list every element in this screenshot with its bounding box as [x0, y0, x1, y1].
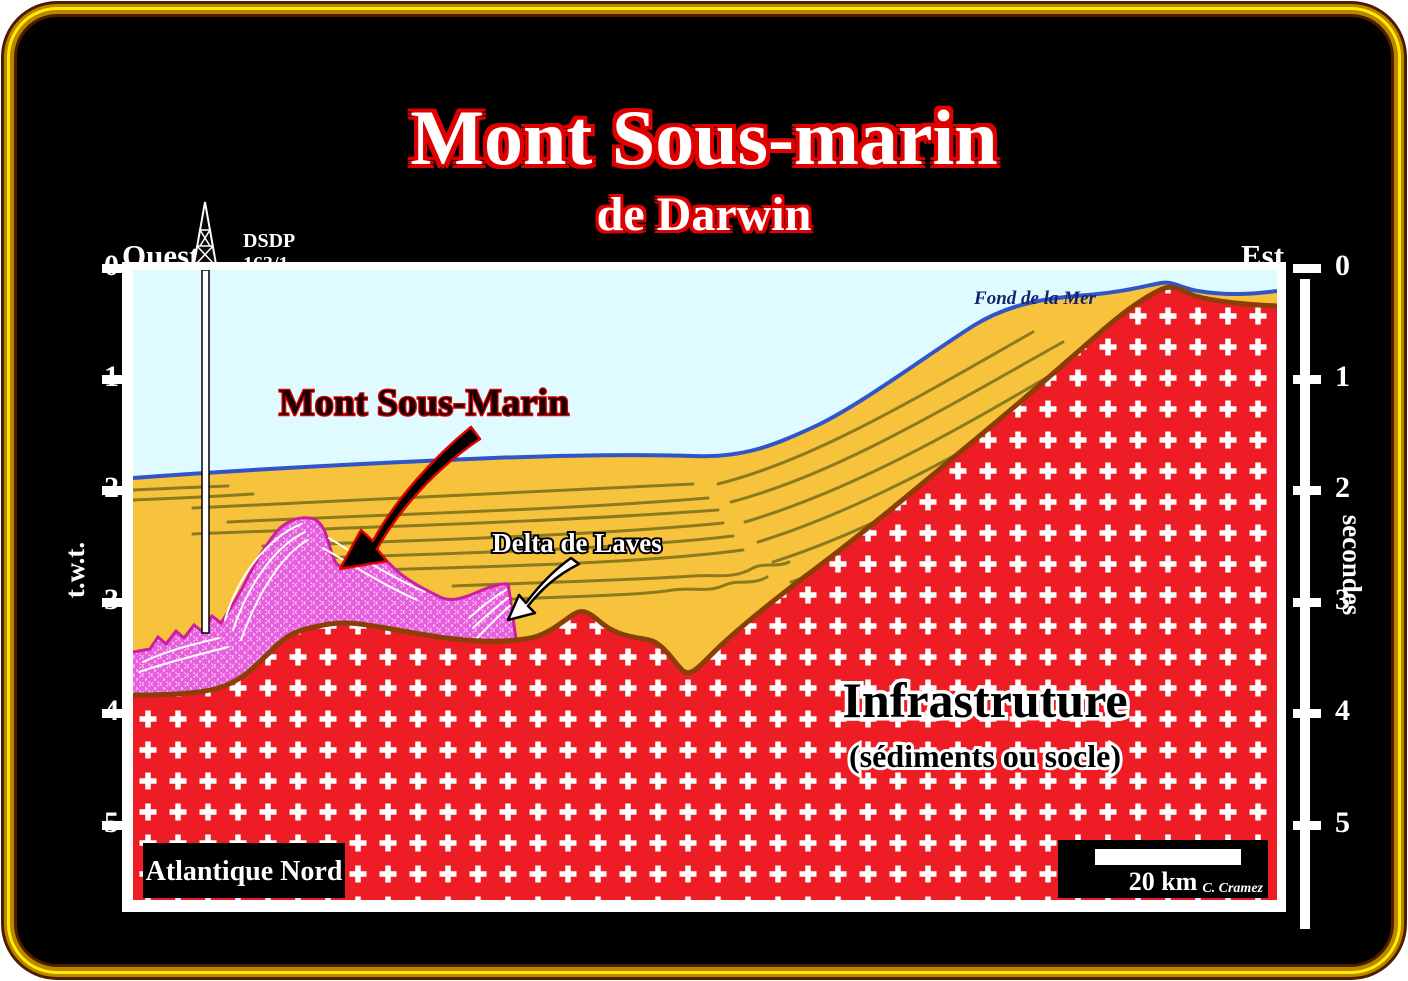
location-box [143, 843, 345, 898]
right-tick-2 [1293, 486, 1321, 495]
left-tick-0 [102, 264, 122, 273]
left-tick-3 [102, 598, 122, 607]
left-tick-label-5: 5 [104, 806, 119, 839]
right-tick-1 [1293, 375, 1321, 384]
drill-derrick-icon [192, 201, 218, 265]
black-board-with-gold-frame: Mont Sous-marin de Darwin Ouest Est DSDP… [17, 17, 1391, 964]
figure-subtitle: de Darwin [596, 188, 812, 241]
right-tick-label-5: 5 [1335, 806, 1350, 839]
seafloor-label: Fond de la Mer [973, 288, 1097, 309]
right-tick-4 [1293, 709, 1321, 718]
left-tick-label-0: 0 [104, 249, 119, 282]
left-axis-title: t.w.t. [59, 541, 90, 599]
left-tick-5 [102, 821, 122, 830]
section-panel: Mont Sous-Marin Delta de Laves Fond de l… [122, 262, 1286, 912]
figure-title: Mont Sous-marin [410, 94, 998, 181]
left-tick-label-2: 2 [104, 471, 119, 504]
scale-label: 20 km [1129, 867, 1198, 896]
right-tick-label-1: 1 [1335, 360, 1350, 393]
right-tick-label-2: 2 [1335, 471, 1350, 504]
right-tick-label-3: 3 [1335, 583, 1350, 616]
credit-label: C. Cramez [1202, 881, 1263, 896]
infrastructure-sublabel: (sédiments ou socle) [849, 738, 1121, 774]
right-tick-0 [1293, 264, 1321, 273]
left-tick-label-3: 3 [104, 583, 119, 616]
right-axis-title: secondes [1337, 514, 1368, 616]
cross-section: Mont Sous-Marin Delta de Laves Fond de l… [133, 270, 1277, 900]
left-tick-1 [102, 375, 122, 384]
seafloor-line [133, 280, 1277, 480]
lava-delta-label: Delta de Laves [492, 528, 661, 558]
left-tick-2 [102, 486, 122, 495]
well-pipe [201, 270, 210, 634]
left-tick-label-1: 1 [104, 360, 119, 393]
infrastructure-label: Infrastruture [842, 672, 1127, 728]
right-tick-5 [1293, 821, 1321, 830]
right-tick-3 [1293, 598, 1321, 607]
right-tick-label-4: 4 [1335, 694, 1350, 727]
left-tick-4 [102, 709, 122, 718]
lava-delta-arrow [506, 556, 581, 622]
seamount-label: Mont Sous-Marin [279, 382, 569, 424]
seamount-arrow [338, 425, 482, 571]
location-label: Atlantique Nord [146, 856, 343, 887]
left-tick-label-4: 4 [104, 694, 119, 727]
right-tick-label-0: 0 [1335, 249, 1350, 282]
infrastructure-plus-pattern [133, 287, 1277, 900]
well-label-line1: DSDP [243, 230, 296, 252]
basement-boundary-line [133, 284, 1277, 698]
scale-bar [1095, 849, 1241, 865]
